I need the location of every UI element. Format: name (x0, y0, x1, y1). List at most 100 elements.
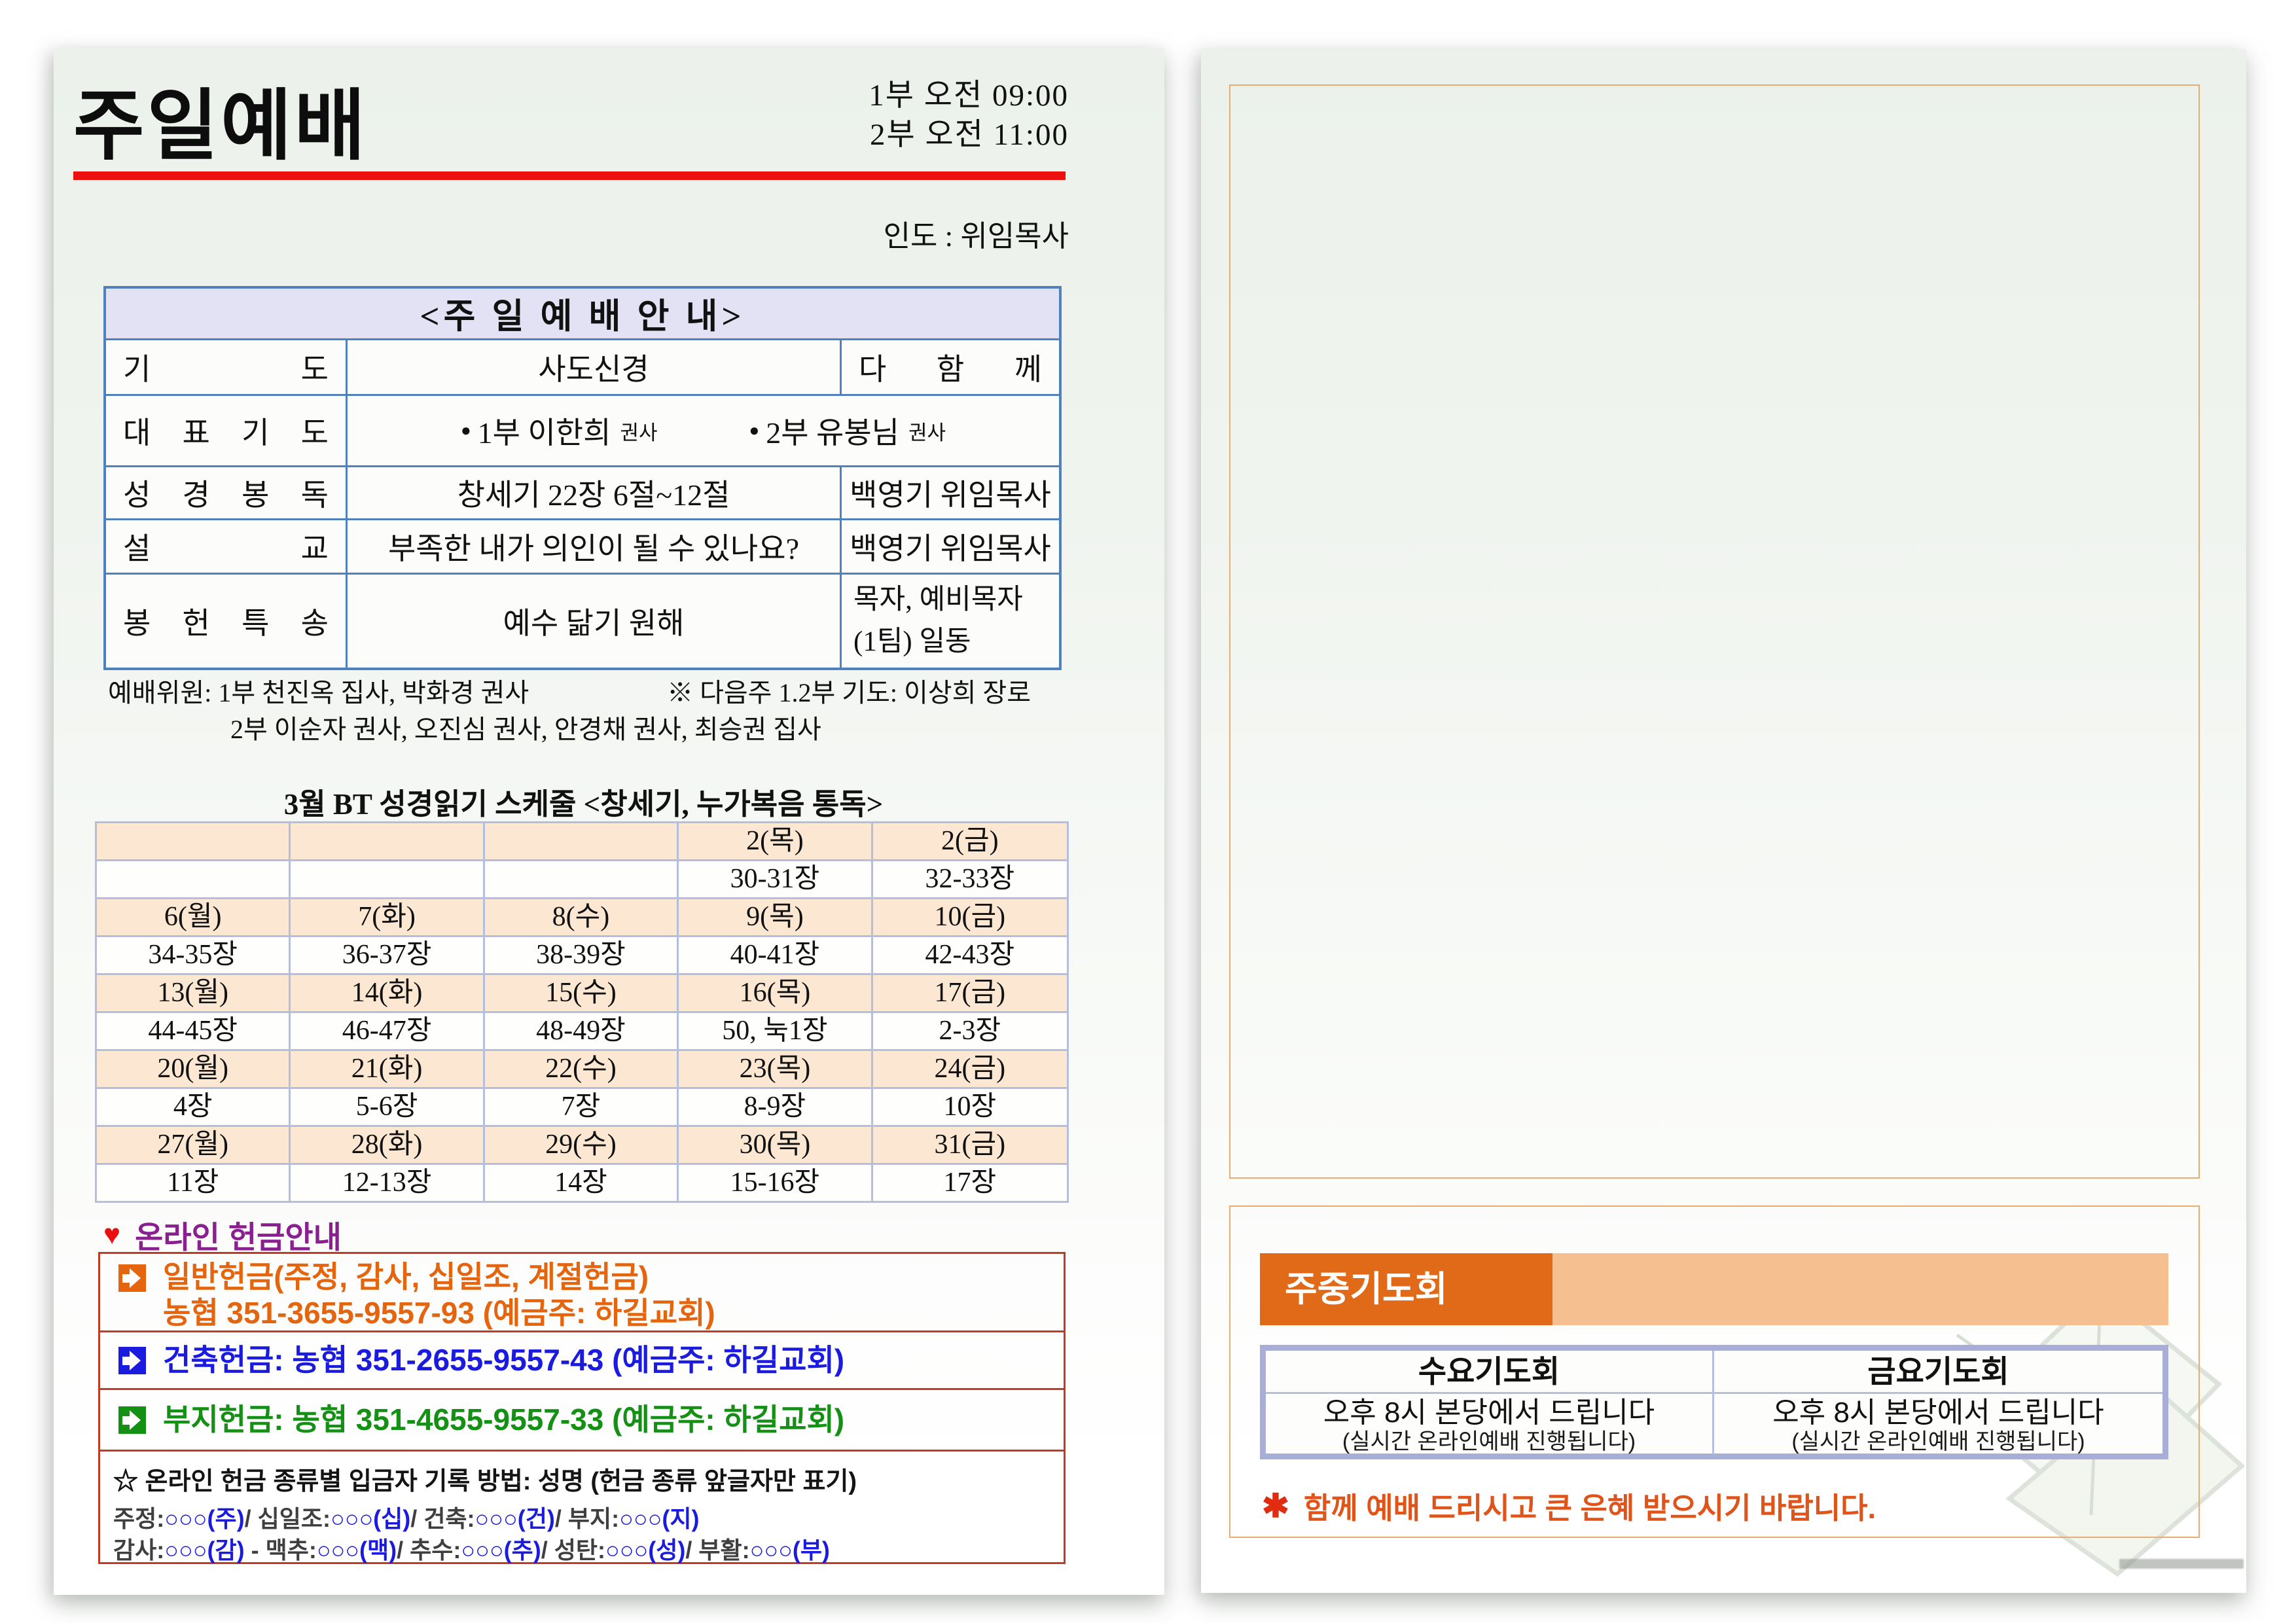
schedule-cell: 2(금) (872, 823, 1067, 861)
schedule-cell: 32-33장 (872, 861, 1067, 899)
who-line2: (1팀) 일동 (853, 626, 971, 657)
schedule-cell: 12-13장 (291, 1165, 485, 1201)
worship-row-content: 창세기 22장 6절~12절 (348, 467, 840, 518)
schedule-cell: 9(목) (679, 899, 873, 937)
watermark-caption (2119, 1559, 2244, 1569)
schedule-cell: 15(수) (484, 975, 679, 1013)
schedule-cell (484, 823, 679, 861)
schedule-cell: 6(월) (97, 899, 291, 937)
rep-prayer-title1: 권사 (620, 421, 658, 444)
wednesday-prayer-note: (실시간 온라인예배 진행됩니다) (1342, 1429, 1636, 1454)
heart-icon: ♥ (103, 1218, 121, 1251)
schedule-cell: 7장 (484, 1089, 679, 1127)
worship-row-rep-prayer: ● 1부 이한희 권사 ● 2부 유봉님 권사 (348, 396, 1059, 465)
general-offering-account: 농협 351-3655-9557-93 (예금주: 하길교회) (163, 1296, 715, 1330)
worship-row-who: 목자, 예비목자 (1팀) 일동 (842, 575, 1059, 668)
schedule-row: 4장 5-6장 7장 8-9장 10장 (97, 1089, 1067, 1127)
worship-table-header: <주 일 예 배 안 내> (106, 289, 1059, 338)
offering-method-line2: 감사:○○○(감) - 맥추:○○○(맥)/ 추수:○○○(추)/ 성탄:○○○… (113, 1537, 830, 1563)
wednesday-prayer-cell: 오후 8시 본당에서 드립니다 (실시간 온라인예배 진행됩니다) (1266, 1394, 1714, 1454)
worship-row-who: 백영기 위임목사 (842, 467, 1059, 518)
midweek-prayer-header: 주중기도회 (1260, 1253, 2168, 1325)
building-offering-account: 건축헌금: 농협 351-2655-9557-43 (예금주: 하길교회) (163, 1343, 845, 1377)
schedule-row: 2(목) 2(금) (97, 823, 1067, 861)
schedule-cell: 24(금) (872, 1051, 1067, 1089)
service-times: 1부 오전 09:00 2부 오전 11:00 (694, 76, 1069, 154)
schedule-row: 13(월) 14(화) 15(수) 16(목) 17(금) (97, 975, 1067, 1013)
offering-method-row: ☆ 온라인 헌금 종류별 입금자 기록 방법: 성명 (헌금 종류 앞글자만 표… (100, 1452, 1064, 1563)
schedule-cell: 30-31장 (679, 861, 873, 899)
friday-prayer-cell: 오후 8시 본당에서 드립니다 (실시간 온라인예배 진행됩니다) (1714, 1394, 2162, 1454)
offering-method-title: ☆ 온라인 헌금 종류별 입금자 기록 방법: 성명 (헌금 종류 앞글자만 표… (113, 1468, 857, 1495)
worship-row-content: 부족한 내가 의인이 될 수 있나요? (348, 520, 840, 573)
worship-row-who: 백영기 위임목사 (842, 520, 1059, 573)
rep-prayer-title2: 권사 (908, 421, 946, 444)
schedule-cell (291, 823, 485, 861)
midweek-prayer-table: 수요기도회 금요기도회 오후 8시 본당에서 드립니다 (실시간 온라인예배 진… (1260, 1345, 2168, 1459)
schedule-cell: 15-16장 (679, 1165, 873, 1201)
schedule-cell (484, 861, 679, 899)
offering-row-building: 건축헌금: 농협 351-2655-9557-43 (예금주: 하길교회) (100, 1332, 1064, 1390)
schedule-cell: 13(월) (97, 975, 291, 1013)
schedule-cell: 11장 (97, 1165, 291, 1201)
rep-prayer-name1: 1부 이한희 (477, 416, 611, 450)
offering-row-land: 부지헌금: 농협 351-4655-9557-33 (예금주: 하길교회) (100, 1390, 1064, 1452)
schedule-cell: 38-39장 (484, 937, 679, 975)
rep-prayer-part2: ● 2부 유봉님 권사 (749, 409, 946, 452)
worship-row-content: 예수 닮기 원해 (348, 575, 840, 668)
midweek-prayer-box (1229, 1205, 2200, 1538)
friday-prayer-header: 금요기도회 (1714, 1351, 2162, 1394)
schedule-cell: 16(목) (679, 975, 873, 1013)
sermon-notes-empty-box (1229, 84, 2200, 1179)
land-offering-account: 부지헌금: 농협 351-4655-9557-33 (예금주: 하길교회) (163, 1402, 845, 1436)
schedule-cell: 8(수) (484, 899, 679, 937)
schedule-cell: 40-41장 (679, 937, 873, 975)
worship-leader: 인도 : 위임목사 (883, 220, 1069, 253)
schedule-cell: 21(화) (291, 1051, 485, 1089)
rep-prayer-part1: ● 1부 이한희 권사 (461, 409, 658, 452)
friday-prayer-time: 오후 8시 본당에서 드립니다 (1772, 1397, 2104, 1429)
schedule-cell (97, 861, 291, 899)
arrow-right-icon (118, 1346, 146, 1374)
schedule-cell: 2(목) (679, 823, 873, 861)
offering-heading-text: 온라인 헌금안내 (135, 1220, 342, 1255)
midweek-prayer-footnote-text: 함께 예배 드리시고 큰 은혜 받으시기 바랍니다. (1303, 1491, 1876, 1525)
title-rule-divider (73, 171, 1066, 180)
schedule-cell: 14(화) (291, 975, 485, 1013)
schedule-cell: 34-35장 (97, 937, 291, 975)
schedule-cell: 23(목) (679, 1051, 873, 1089)
worship-committee-line2: 2부 이순자 권사, 오진심 권사, 안경채 권사, 최승권 집사 (230, 715, 821, 744)
schedule-cell: 31(금) (872, 1127, 1067, 1165)
schedule-cell: 8-9장 (679, 1089, 873, 1127)
bullet-icon: ● (749, 421, 760, 440)
schedule-cell: 10장 (872, 1089, 1067, 1127)
asterisk-icon: ✱ (1262, 1487, 1289, 1524)
worship-committee-line1: 예배위원: 1부 천진옥 집사, 박화경 권사 ※ 다음주 1.2부 기도: 이… (108, 677, 1067, 709)
offering-row-general: 일반헌금(주정, 감사, 십일조, 계절헌금) 농협 351-3655-9557… (100, 1254, 1064, 1332)
friday-prayer-note: (실시간 온라인예배 진행됩니다) (1791, 1429, 2085, 1454)
schedule-cell: 42-43장 (872, 937, 1067, 975)
schedule-row: 44-45장 46-47장 48-49장 50, 눅1장 2-3장 (97, 1013, 1067, 1051)
schedule-cell: 46-47장 (291, 1013, 485, 1051)
schedule-cell: 5-6장 (291, 1089, 485, 1127)
page-title: 주일예배 (73, 84, 368, 169)
schedule-row: 20(월) 21(화) 22(수) 23(목) 24(금) (97, 1051, 1067, 1089)
offering-method-line1: 주정:○○○(주)/ 십일조:○○○(십)/ 건축:○○○(건)/ 부지:○○○… (113, 1505, 700, 1532)
schedule-cell: 22(수) (484, 1051, 679, 1089)
service-time-1: 1부 오전 09:00 (869, 79, 1069, 113)
offering-box: 일반헌금(주정, 감사, 십일조, 계절헌금) 농협 351-3655-9557… (98, 1252, 1066, 1564)
schedule-cell: 30(목) (679, 1127, 873, 1165)
midweek-prayer-header-label: 주중기도회 (1260, 1253, 1552, 1325)
schedule-row: 11장 12-13장 14장 15-16장 17장 (97, 1165, 1067, 1201)
schedule-cell: 17장 (872, 1165, 1067, 1201)
schedule-cell: 28(화) (291, 1127, 485, 1165)
bullet-icon: ● (460, 421, 471, 440)
service-time-2: 2부 오전 11:00 (869, 118, 1069, 152)
